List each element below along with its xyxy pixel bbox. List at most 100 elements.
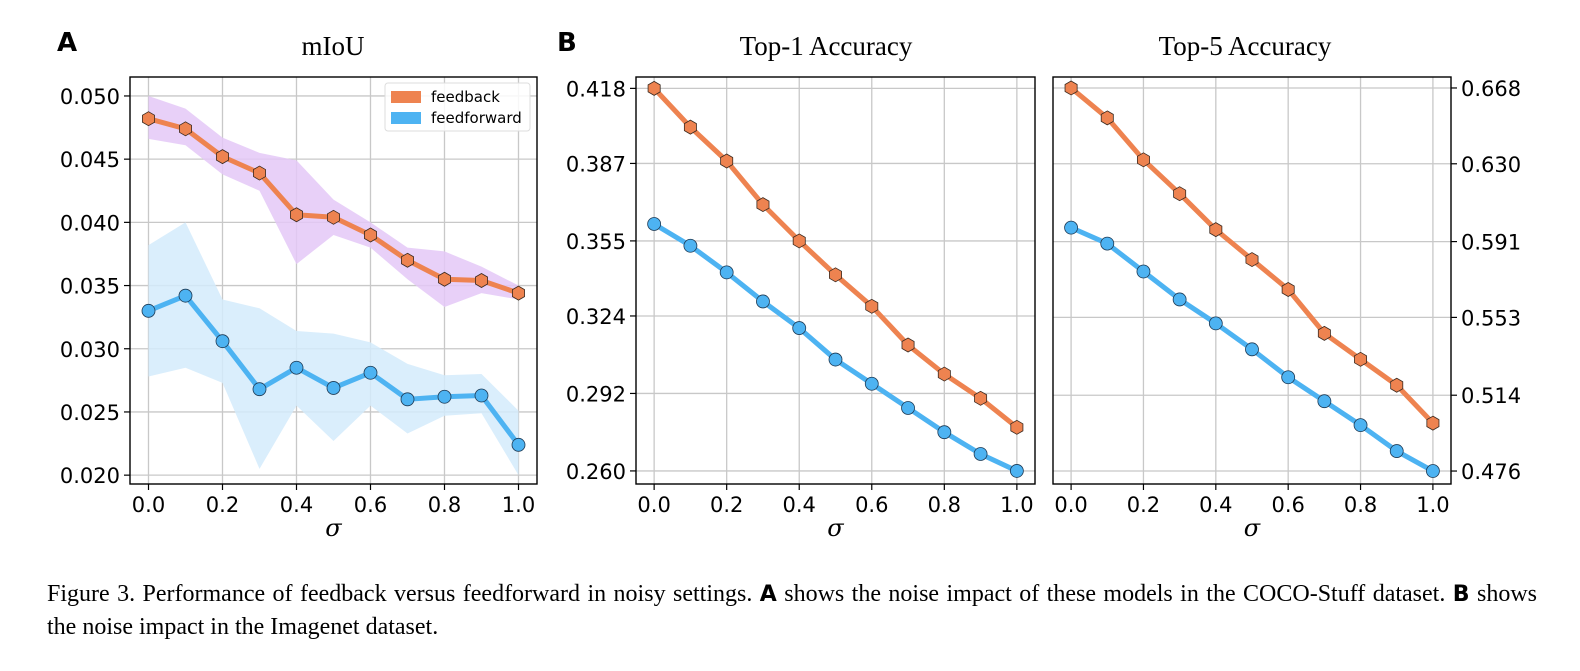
chart-top-1-accuracy: Top-1 Accuracy 0.0 0.2 0.4 0.6 0.8 1.0 σ 0.418 0.… (566, 31, 1036, 542)
caption-part-b: shows the noise impact in the Imagenet d… (47, 581, 1538, 640)
x-tick-label: 0.0 (637, 493, 670, 517)
series-line-feedforward (652, 221, 1018, 474)
data-point-feedforward (178, 288, 193, 303)
x-tick-label: 1.0 (1416, 493, 1449, 517)
caption-bold-b: B (1452, 582, 1470, 607)
data-point-feedforward (683, 238, 698, 253)
x-tick-label: 0.2 (206, 493, 239, 517)
caption-part-a: shows the noise impact of these models i… (776, 581, 1453, 607)
data-point-feedback (290, 207, 303, 223)
y-tick-label: 0.668 (1461, 77, 1521, 101)
data-point-feedforward (1172, 292, 1187, 307)
x-tick-label: 0.4 (783, 493, 816, 517)
x-tick-label: 1.0 (1000, 493, 1033, 517)
data-point-feedback (512, 285, 525, 301)
x-tick-label: 0.0 (1054, 493, 1087, 517)
axes-frame (635, 76, 1036, 485)
data-point-feedback (216, 149, 229, 165)
data-point-feedforward (719, 265, 734, 280)
axes-frame (1052, 76, 1452, 485)
data-point-feedback (756, 197, 770, 213)
data-point-feedback (1390, 377, 1404, 393)
y-tick-label: 0.035 (60, 275, 120, 299)
x-axis-label: σ (325, 514, 342, 542)
data-point-feedforward (400, 392, 415, 407)
data-point-feedforward (1100, 236, 1115, 251)
y-tick-label: 0.324 (566, 305, 626, 329)
x-tick-label: 0.6 (354, 493, 387, 517)
data-point-feedback (142, 111, 155, 127)
data-point-feedforward (937, 425, 952, 440)
data-point-feedback (974, 390, 988, 406)
y-tick-label: 0.418 (566, 77, 626, 101)
y-tick-label: 0.292 (566, 382, 626, 406)
chart-top-5-accuracy: Top-5 Accuracy 0.0 0.2 0.4 0.6 0.8 1.0 σ 0.668 0.… (1052, 31, 1521, 542)
x-tick-label: 1.0 (502, 493, 535, 517)
x-tick-label: 0.8 (428, 493, 461, 517)
data-point-feedforward (289, 360, 304, 375)
data-point-feedback (1354, 351, 1368, 367)
y-tick-label: 0.040 (60, 211, 120, 235)
y-tick-label: 0.020 (60, 464, 120, 488)
x-tick-label: 0.4 (280, 493, 313, 517)
caption-bold-a: A (759, 582, 777, 607)
data-point-feedback (1209, 222, 1223, 238)
x-tick-label: 0.2 (1127, 493, 1160, 517)
data-point-feedback (829, 267, 842, 283)
data-point-feedforward (1389, 444, 1404, 458)
x-axis-label: σ (1244, 514, 1261, 542)
data-point-feedforward (474, 388, 489, 403)
data-point-feedforward (792, 321, 807, 335)
data-point-feedforward (363, 365, 378, 380)
data-point-feedback (401, 252, 414, 268)
data-point-feedforward (215, 334, 230, 349)
data-point-feedback (1064, 80, 1078, 96)
data-point-feedforward (756, 294, 770, 309)
data-point-feedforward (1064, 220, 1078, 235)
data-point-feedback (865, 298, 879, 314)
y-tick-label: 0.591 (1461, 231, 1521, 255)
x-tick-label: 0.2 (710, 493, 743, 517)
data-point-feedforward (1009, 464, 1024, 478)
data-point-feedforward (511, 437, 526, 452)
x-tick-label: 0.4 (1199, 493, 1232, 517)
legend-swatch-feedback (391, 91, 421, 103)
y-tick-label: 0.387 (566, 152, 626, 176)
figure-canvas: A B mIoU 0.0 0.2 0.4 0.6 0.8 1.0 σ 0.050 0.045 0.0… (57, 28, 1521, 542)
data-point-feedforward (1353, 418, 1368, 433)
data-point-feedback (647, 80, 661, 96)
band-feedback (148, 95, 519, 308)
x-tick-label: 0.6 (855, 493, 888, 517)
y-tick-label: 0.476 (1461, 460, 1521, 484)
x-tick-label: 0.8 (928, 493, 961, 517)
data-point-feedback (1173, 186, 1187, 202)
data-point-feedback (438, 271, 451, 287)
data-point-feedforward (1426, 464, 1440, 478)
y-tick-label: 0.260 (566, 460, 626, 484)
data-point-feedforward (1317, 394, 1332, 409)
data-point-feedforward (647, 217, 662, 231)
data-point-feedforward (1136, 264, 1151, 279)
panel-letter-b: B (557, 28, 577, 58)
data-point-feedforward (326, 381, 341, 395)
x-tick-label: 0.6 (1271, 493, 1304, 517)
x-axis-label: σ (827, 514, 844, 542)
data-point-feedforward (901, 401, 915, 415)
y-tick-label: 0.514 (1461, 384, 1521, 408)
chart-title: mIoU (302, 31, 365, 61)
data-point-feedforward (1208, 316, 1223, 331)
legend-swatch-feedforward (391, 112, 421, 124)
data-point-feedback (1426, 415, 1440, 431)
chart-miou: mIoU 0.0 0.2 0.4 0.6 0.8 1.0 σ 0.050 0.045 0.040 0.… (60, 31, 538, 542)
data-point-feedforward (437, 389, 452, 404)
data-point-feedback (792, 233, 806, 249)
data-point-feedback (179, 121, 192, 137)
figure-caption: Figure 3. Performance of feedback versus… (47, 578, 1537, 644)
caption-prefix: Figure 3. Performance of feedback versus… (47, 581, 760, 607)
data-point-feedback (253, 165, 266, 181)
y-tick-label: 0.630 (1461, 153, 1521, 177)
legend: feedback feedforward (384, 82, 531, 132)
data-point-feedforward (973, 447, 988, 461)
data-point-feedforward (1245, 342, 1259, 357)
data-point-feedback (1245, 252, 1259, 268)
